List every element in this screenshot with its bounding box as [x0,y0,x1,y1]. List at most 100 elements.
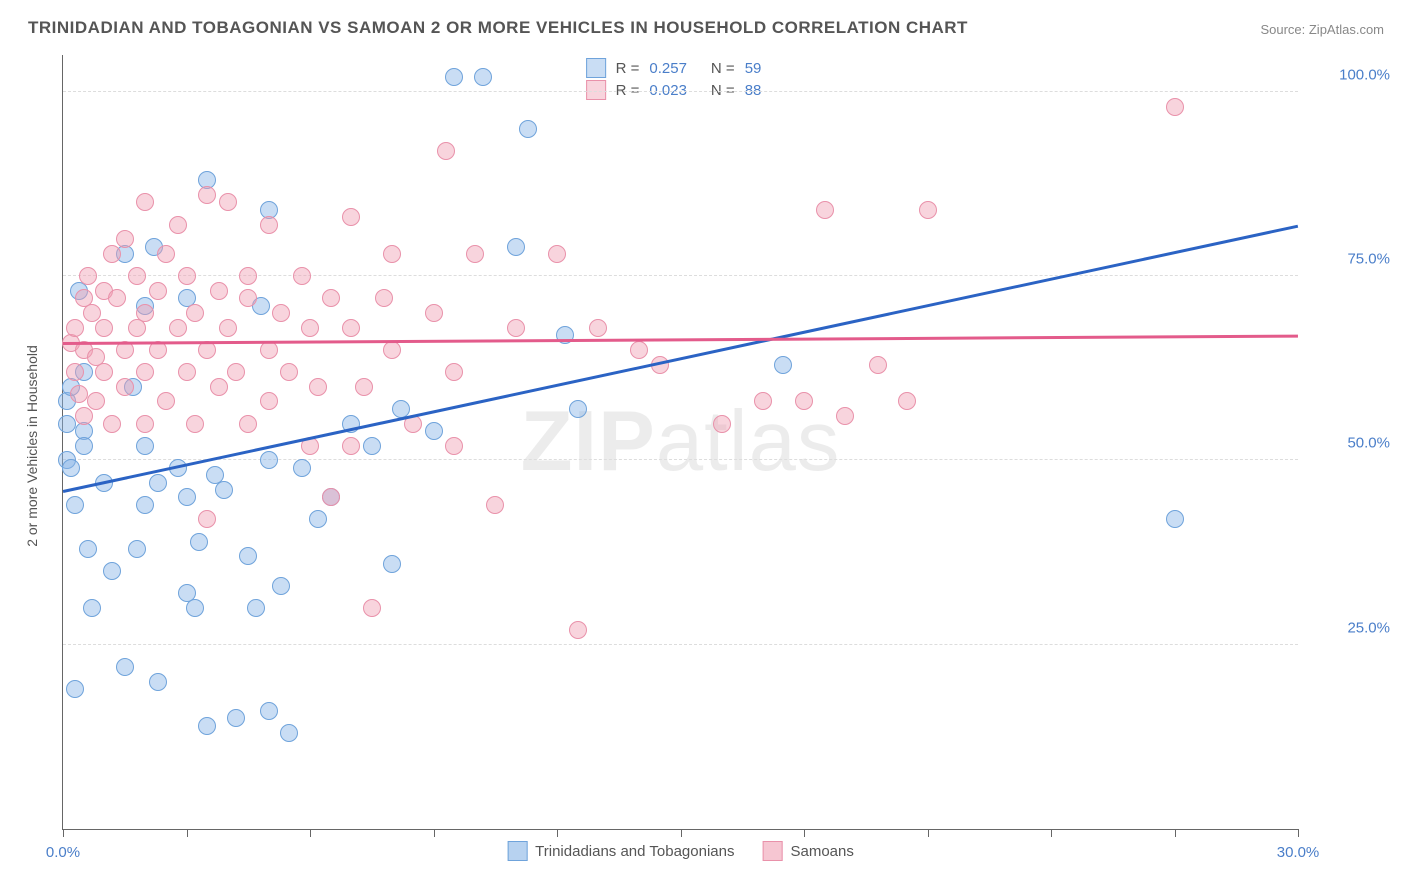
scatter-point [713,415,731,433]
scatter-point [375,289,393,307]
scatter-point [239,289,257,307]
gridline-horizontal [63,459,1298,460]
chart-container: TRINIDADIAN AND TOBAGONIAN VS SAMOAN 2 O… [0,0,1406,892]
scatter-point [103,245,121,263]
scatter-point [445,437,463,455]
scatter-point [157,245,175,263]
scatter-point [79,267,97,285]
scatter-point [309,378,327,396]
scatter-point [301,319,319,337]
scatter-point [79,540,97,558]
scatter-point [519,120,537,138]
x-tick [63,829,64,837]
scatter-point [474,68,492,86]
scatter-point [186,415,204,433]
scatter-point [445,363,463,381]
scatter-point [816,201,834,219]
scatter-point [322,488,340,506]
scatter-point [589,319,607,337]
scatter-point [437,142,455,160]
scatter-point [227,709,245,727]
scatter-point [383,555,401,573]
scatter-point [66,680,84,698]
scatter-point [186,599,204,617]
scatter-point [293,459,311,477]
scatter-point [210,378,228,396]
scatter-point [198,510,216,528]
scatter-point [272,577,290,595]
scatter-point [198,186,216,204]
chart-title: TRINIDADIAN AND TOBAGONIAN VS SAMOAN 2 O… [28,18,968,38]
scatter-point [919,201,937,219]
scatter-point [1166,98,1184,116]
x-tick-label: 0.0% [46,844,80,861]
scatter-point [272,304,290,322]
scatter-point [569,400,587,418]
scatter-point [215,481,233,499]
gridline-horizontal [63,91,1298,92]
legend-stats-box: R = 0.257N = 59R = 0.023N = 88 [578,55,784,103]
stat-r-value: 0.257 [649,60,687,77]
scatter-point [774,356,792,374]
scatter-point [322,289,340,307]
scatter-point [260,341,278,359]
stat-r-label: R = [616,60,640,77]
stat-n-value: 59 [745,60,762,77]
scatter-point [548,245,566,263]
scatter-point [342,208,360,226]
x-tick [681,829,682,837]
scatter-point [66,319,84,337]
x-tick [557,829,558,837]
scatter-point [869,356,887,374]
scatter-point [66,496,84,514]
scatter-point [103,415,121,433]
stat-n-label: N = [711,60,735,77]
scatter-point [383,341,401,359]
x-tick [1051,829,1052,837]
scatter-point [260,451,278,469]
y-tick-label: 100.0% [1310,66,1390,83]
scatter-point [383,245,401,263]
x-tick [928,829,929,837]
scatter-point [363,599,381,617]
scatter-point [83,599,101,617]
scatter-point [169,319,187,337]
scatter-point [507,319,525,337]
legend-swatch [586,58,606,78]
scatter-point [128,540,146,558]
scatter-point [198,717,216,735]
scatter-point [58,415,76,433]
scatter-point [149,673,167,691]
scatter-point [95,319,113,337]
scatter-point [630,341,648,359]
x-tick [1298,829,1299,837]
x-tick [804,829,805,837]
scatter-point [136,496,154,514]
legend-item: Samoans [762,841,853,861]
scatter-point [103,562,121,580]
scatter-point [136,437,154,455]
scatter-point [280,363,298,381]
scatter-point [795,392,813,410]
scatter-point [363,437,381,455]
scatter-point [95,363,113,381]
scatter-point [149,282,167,300]
scatter-point [247,599,265,617]
scatter-point [219,319,237,337]
scatter-point [66,363,84,381]
x-tick [434,829,435,837]
scatter-point [136,193,154,211]
scatter-point [136,304,154,322]
scatter-point [178,363,196,381]
scatter-point [260,392,278,410]
scatter-point [157,392,175,410]
scatter-point [836,407,854,425]
legend-label: Samoans [790,843,853,860]
scatter-point [239,267,257,285]
scatter-point [116,230,134,248]
scatter-point [149,474,167,492]
legend-stats-row: R = 0.257 N = 59 [586,57,776,79]
scatter-point [108,289,126,307]
scatter-point [309,510,327,528]
scatter-point [507,238,525,256]
